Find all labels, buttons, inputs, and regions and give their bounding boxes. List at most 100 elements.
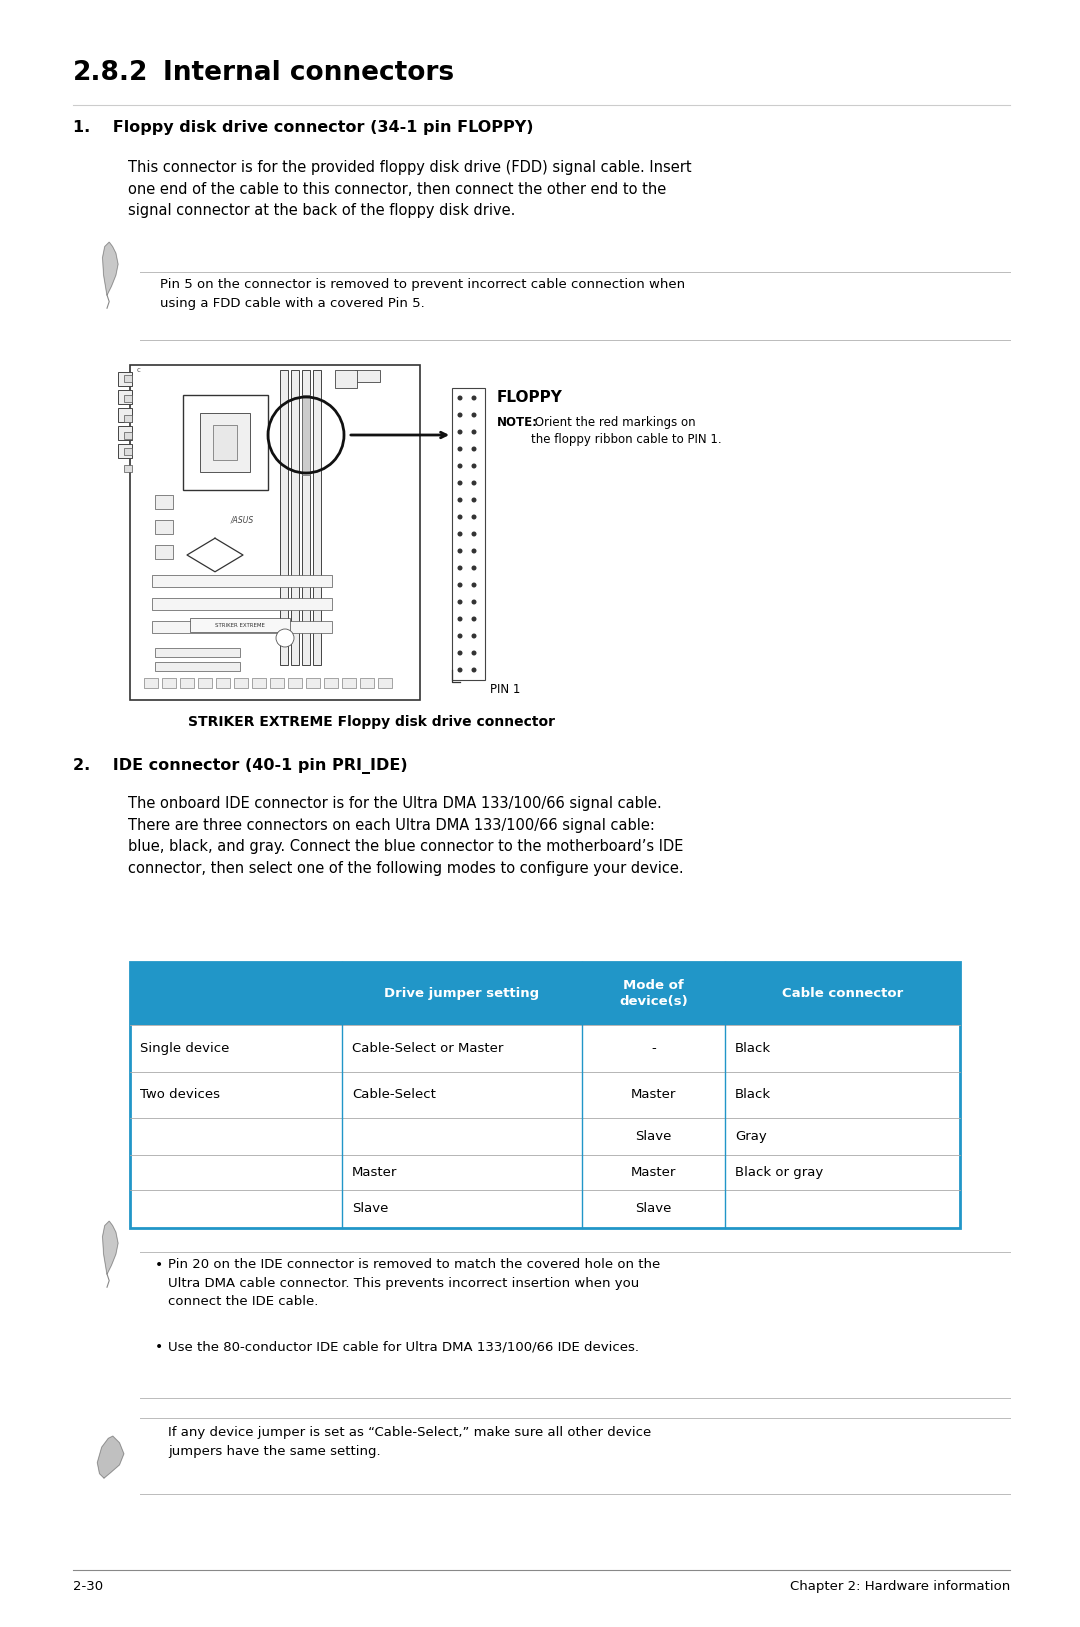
Bar — [302, 395, 310, 475]
Circle shape — [472, 464, 476, 469]
Bar — [288, 678, 302, 688]
Bar — [156, 521, 173, 534]
Bar — [180, 678, 194, 688]
Circle shape — [458, 617, 462, 622]
Bar — [216, 678, 230, 688]
Text: Slave: Slave — [352, 1202, 389, 1215]
Bar — [190, 618, 291, 631]
Text: Slave: Slave — [635, 1131, 672, 1144]
Bar — [313, 369, 321, 665]
Text: Pin 5 on the connector is removed to prevent incorrect cable connection when
usi: Pin 5 on the connector is removed to pre… — [160, 278, 685, 309]
Bar — [124, 447, 132, 456]
Text: Master: Master — [631, 1088, 676, 1101]
Text: Master: Master — [631, 1167, 676, 1180]
Circle shape — [472, 635, 476, 638]
Bar — [152, 574, 332, 587]
Bar — [453, 387, 485, 680]
Circle shape — [472, 447, 476, 451]
Bar — [130, 364, 420, 700]
Bar — [118, 373, 132, 386]
Bar — [342, 678, 356, 688]
Circle shape — [458, 516, 462, 519]
Text: FLOPPY: FLOPPY — [497, 390, 563, 405]
Text: Two devices: Two devices — [140, 1088, 220, 1101]
Bar — [213, 425, 237, 460]
Circle shape — [472, 600, 476, 604]
Circle shape — [276, 630, 294, 648]
Bar — [156, 545, 173, 560]
Circle shape — [472, 397, 476, 400]
Bar — [270, 678, 284, 688]
Bar — [124, 395, 132, 402]
Text: -: - — [651, 1041, 656, 1054]
Circle shape — [472, 482, 476, 485]
Polygon shape — [97, 1437, 124, 1477]
Circle shape — [472, 651, 476, 654]
Circle shape — [472, 430, 476, 434]
Text: Internal connectors: Internal connectors — [163, 60, 454, 86]
Text: •: • — [156, 1258, 163, 1272]
Text: Single device: Single device — [140, 1041, 229, 1054]
Circle shape — [472, 498, 476, 501]
Text: Black: Black — [735, 1041, 771, 1054]
Circle shape — [458, 582, 462, 587]
Bar — [124, 465, 132, 472]
Text: Slave: Slave — [635, 1202, 672, 1215]
Bar — [324, 678, 338, 688]
Circle shape — [458, 550, 462, 553]
Text: NOTE:: NOTE: — [497, 417, 538, 430]
Circle shape — [458, 600, 462, 604]
Text: 2.8.2: 2.8.2 — [73, 60, 148, 86]
Text: Orient the red markings on
the floppy ribbon cable to PIN 1.: Orient the red markings on the floppy ri… — [531, 417, 721, 446]
Text: Master: Master — [352, 1167, 397, 1180]
Text: Chapter 2: Hardware information: Chapter 2: Hardware information — [789, 1580, 1010, 1593]
Bar — [156, 495, 173, 509]
Text: 2-30: 2-30 — [73, 1580, 103, 1593]
Circle shape — [458, 482, 462, 485]
Bar — [291, 369, 299, 665]
Polygon shape — [187, 539, 243, 571]
Bar — [118, 390, 132, 403]
Text: This connector is for the provided floppy disk drive (FDD) signal cable. Insert
: This connector is for the provided flopp… — [129, 159, 691, 218]
Text: Black or gray: Black or gray — [735, 1167, 823, 1180]
Text: If any device jumper is set as “Cable-Select,” make sure all other device
jumper: If any device jumper is set as “Cable-Se… — [168, 1425, 651, 1458]
Bar — [118, 408, 132, 421]
Text: STRIKER EXTREME: STRIKER EXTREME — [215, 623, 265, 628]
Bar — [360, 678, 374, 688]
Bar — [183, 395, 268, 490]
Bar — [156, 648, 240, 657]
Circle shape — [458, 447, 462, 451]
Bar — [118, 426, 132, 439]
Text: Cable-Select: Cable-Select — [352, 1088, 436, 1101]
Circle shape — [458, 532, 462, 535]
Circle shape — [458, 397, 462, 400]
Text: c: c — [137, 368, 140, 373]
Circle shape — [472, 617, 476, 622]
Bar — [280, 369, 288, 665]
Bar — [306, 678, 320, 688]
Circle shape — [458, 635, 462, 638]
Circle shape — [458, 413, 462, 417]
Bar — [152, 622, 332, 633]
Text: Mode of
device(s): Mode of device(s) — [619, 979, 688, 1009]
Text: 2.    IDE connector (40-1 pin PRI_IDE): 2. IDE connector (40-1 pin PRI_IDE) — [73, 758, 407, 774]
Circle shape — [458, 566, 462, 569]
Text: Black: Black — [735, 1088, 771, 1101]
Bar — [130, 962, 960, 1228]
Text: •: • — [156, 1341, 163, 1354]
Circle shape — [472, 582, 476, 587]
Text: 1.    Floppy disk drive connector (34-1 pin FLOPPY): 1. Floppy disk drive connector (34-1 pin… — [73, 120, 534, 135]
Bar — [118, 444, 132, 457]
Text: Drive jumper setting: Drive jumper setting — [384, 988, 540, 1001]
Bar — [124, 374, 132, 382]
Text: PIN 1: PIN 1 — [490, 683, 521, 696]
Text: Cable connector: Cable connector — [782, 988, 903, 1001]
Bar — [355, 369, 380, 382]
Circle shape — [472, 566, 476, 569]
Polygon shape — [103, 242, 118, 294]
Bar — [378, 678, 392, 688]
Circle shape — [472, 550, 476, 553]
Polygon shape — [103, 1222, 118, 1274]
Text: Cable-Select or Master: Cable-Select or Master — [352, 1041, 503, 1054]
Bar — [335, 369, 357, 387]
